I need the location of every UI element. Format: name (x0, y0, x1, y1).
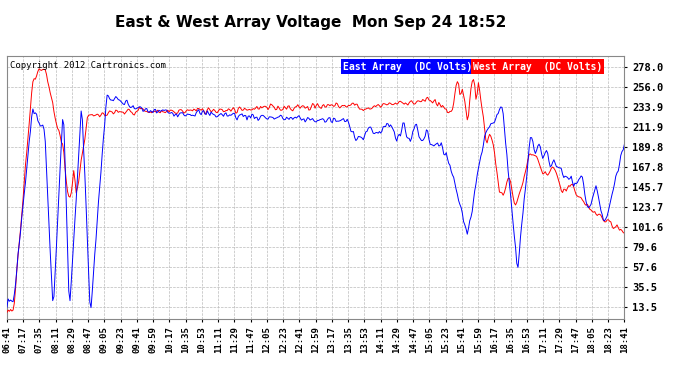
Text: West Array  (DC Volts): West Array (DC Volts) (473, 62, 602, 72)
Text: East Array  (DC Volts): East Array (DC Volts) (344, 62, 473, 72)
Text: Copyright 2012 Cartronics.com: Copyright 2012 Cartronics.com (10, 62, 166, 70)
Text: East & West Array Voltage  Mon Sep 24 18:52: East & West Array Voltage Mon Sep 24 18:… (115, 15, 506, 30)
